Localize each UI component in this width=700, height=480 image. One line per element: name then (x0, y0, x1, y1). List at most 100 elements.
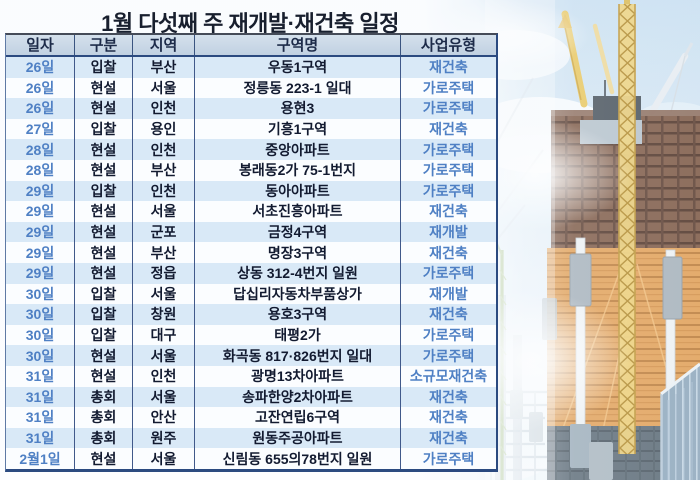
table-row: 27일 입찰 용인 기흥1구역 재건축 (6, 118, 496, 140)
cell-region: 부산 (133, 57, 195, 78)
cell-zone: 신림동 655의78번지 일원 (195, 448, 401, 469)
cell-type: 가로주택 (422, 100, 475, 117)
cell-category: 현설 (75, 345, 133, 366)
cell-date: 30일 (6, 304, 75, 325)
header-cell-type: 사업유형 (420, 36, 477, 54)
cell-type: 재개발 (429, 285, 468, 302)
cell-zone: 금정4구역 (195, 221, 401, 243)
table-row: 28일 현설 부산 봉래동2가 75-1번지 가로주택 (6, 159, 496, 181)
cell-category: 입찰 (75, 324, 133, 346)
table-row: 29일 현설 서울 서초진흥아파트 재건축 (6, 201, 496, 222)
cell-date: 29일 (6, 262, 75, 284)
cell-zone: 정릉동 223-1 일대 (195, 77, 401, 99)
cell-category: 현설 (75, 77, 133, 99)
cell-date: 31일 (6, 427, 75, 449)
cell-type: 재개발 (429, 224, 468, 241)
table-body: 26일 입찰 부산 우동1구역 재건축 26일 현설 서울 정릉동 223-1 … (6, 57, 496, 469)
header-cell-category: 구분 (75, 35, 133, 55)
cell-type: 재건축 (429, 429, 468, 446)
cell-category: 현설 (75, 262, 133, 284)
cell-type: 재건축 (429, 306, 468, 323)
cell-type: 가로주택 (422, 347, 475, 364)
cell-region: 원주 (133, 427, 195, 449)
cell-date: 31일 (6, 407, 75, 428)
cell-region: 서울 (133, 448, 195, 469)
schedule-table: 일자 구분 지역 구역명 사업유형 26일 입찰 부산 우동1구역 재건축 26… (5, 33, 498, 472)
cell-type: 가로주택 (422, 327, 475, 344)
cell-type: 소규모재건축 (409, 368, 488, 385)
table-row: 26일 입찰 부산 우동1구역 재건축 (6, 57, 496, 78)
cell-type: 가로주택 (422, 450, 475, 467)
header-cell-zone: 구역명 (195, 35, 401, 55)
cell-zone: 답십리자동차부품상가 (195, 283, 401, 305)
table-row: 29일 현설 군포 금정4구역 재개발 (6, 221, 496, 243)
cell-category: 현설 (75, 448, 133, 469)
cell-region: 인천 (133, 180, 195, 202)
cell-zone: 봉래동2가 75-1번지 (195, 159, 401, 181)
header-cell-date: 일자 (6, 35, 75, 55)
cell-date: 28일 (6, 159, 75, 181)
construction-photo (485, 0, 700, 480)
cell-date: 26일 (6, 77, 75, 99)
cell-region: 서울 (133, 283, 195, 305)
cell-category: 현설 (75, 365, 133, 387)
table-row: 29일 입찰 인천 동아아파트 가로주택 (6, 180, 496, 202)
table-row: 31일 총회 서울 송파한양2차아파트 재건축 (6, 386, 496, 408)
cell-type: 재건축 (429, 59, 468, 76)
cell-region: 창원 (133, 304, 195, 325)
cell-zone: 용호3구역 (195, 304, 401, 325)
cell-zone: 서초진흥아파트 (195, 201, 401, 222)
table-row: 26일 현설 서울 정릉동 223-1 일대 가로주택 (6, 77, 496, 99)
cell-zone: 송파한양2차아파트 (195, 386, 401, 408)
cell-category: 입찰 (75, 57, 133, 78)
cell-category: 현설 (75, 139, 133, 160)
cell-region: 인천 (133, 98, 195, 119)
cell-region: 서울 (133, 345, 195, 366)
cell-zone: 기흥1구역 (195, 118, 401, 140)
cell-type: 가로주택 (422, 79, 475, 96)
table-row: 26일 현설 인천 용현3 가로주택 (6, 98, 496, 119)
table-row: 30일 현설 서울 화곡동 817·826번지 일대 가로주택 (6, 345, 496, 366)
cell-type: 가로주택 (422, 141, 475, 158)
cell-date: 28일 (6, 139, 75, 160)
cell-type: 가로주택 (422, 162, 475, 179)
cell-type: 가로주택 (422, 265, 475, 282)
cell-category: 입찰 (75, 180, 133, 202)
photo-haze-overall (485, 0, 700, 480)
table-row: 29일 현설 정읍 상동 312-4번지 일원 가로주택 (6, 262, 496, 284)
cell-zone: 우동1구역 (195, 57, 401, 78)
cell-date: 29일 (6, 180, 75, 202)
page-title: 1월 다섯째 주 재개발·재건축 일정 (101, 11, 399, 36)
cell-zone: 용현3 (195, 98, 401, 119)
cell-zone: 중앙아파트 (195, 139, 401, 160)
cell-date: 30일 (6, 283, 75, 305)
cell-date: 31일 (6, 386, 75, 408)
cell-type: 가로주택 (422, 182, 475, 199)
cell-date: 27일 (6, 118, 75, 140)
cell-region: 용인 (133, 118, 195, 140)
cell-region: 부산 (133, 159, 195, 181)
cell-zone: 화곡동 817·826번지 일대 (195, 345, 401, 366)
cell-zone: 광명13차아파트 (195, 365, 401, 387)
cell-type: 재건축 (429, 203, 468, 220)
table-row: 31일 총회 원주 원동주공아파트 재건축 (6, 427, 496, 449)
cell-region: 군포 (133, 221, 195, 243)
table-row: 28일 현설 인천 중앙아파트 가로주택 (6, 139, 496, 160)
cell-date: 29일 (6, 221, 75, 243)
cell-category: 총회 (75, 386, 133, 408)
header-cell-region: 지역 (133, 35, 195, 55)
cell-category: 총회 (75, 427, 133, 449)
cell-category: 현설 (75, 159, 133, 181)
cell-region: 대구 (133, 324, 195, 346)
cell-date: 30일 (6, 345, 75, 366)
table-row: 30일 입찰 서울 답십리자동차부품상가 재개발 (6, 283, 496, 305)
cell-date: 29일 (6, 242, 75, 263)
cell-date: 26일 (6, 57, 75, 78)
cell-zone: 명장3구역 (195, 242, 401, 263)
cell-category: 입찰 (75, 118, 133, 140)
table-row: 30일 입찰 대구 태평2가 가로주택 (6, 324, 496, 346)
cell-region: 인천 (133, 365, 195, 387)
cell-region: 서울 (133, 201, 195, 222)
table-row: 30일 입찰 창원 용호3구역 재건축 (6, 304, 496, 325)
cell-date: 26일 (6, 98, 75, 119)
